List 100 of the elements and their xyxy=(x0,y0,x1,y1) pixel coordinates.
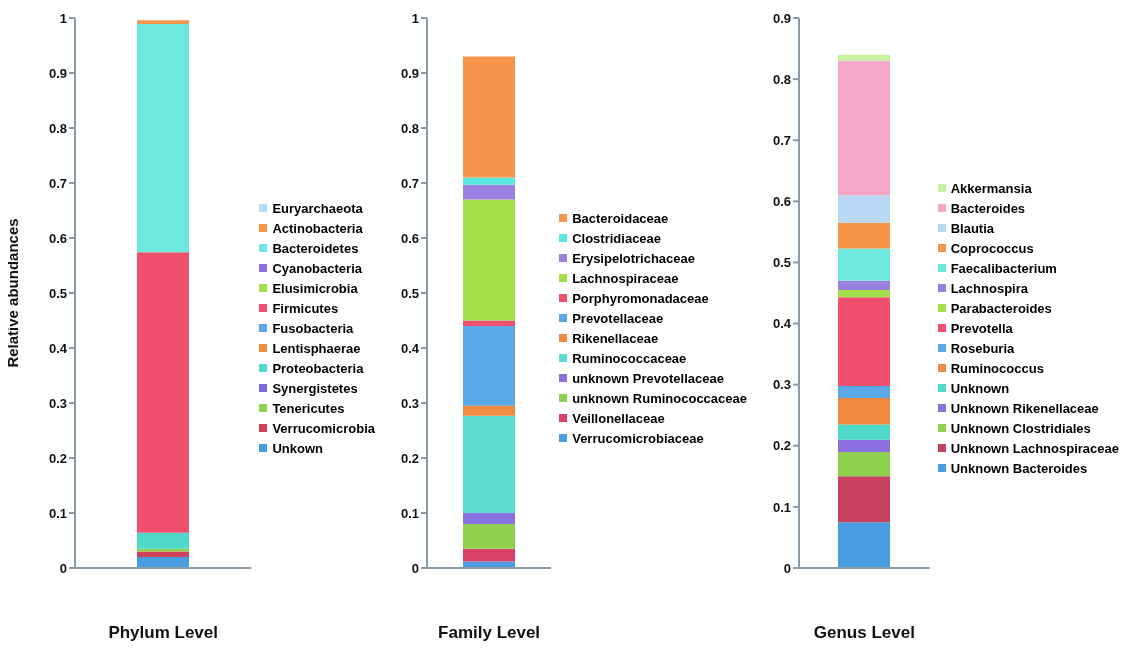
y-tick-label: 0.7 xyxy=(772,132,791,148)
bar xyxy=(463,184,515,200)
bar xyxy=(137,252,189,533)
bar xyxy=(463,405,515,416)
legend-label: unknown Ruminococcaceae xyxy=(572,390,747,406)
legend-label: Parabacteroides xyxy=(950,300,1052,316)
legend-label: Unknown xyxy=(950,380,1010,396)
bar xyxy=(137,532,189,549)
bar xyxy=(838,439,890,452)
y-tick-label: 0.2 xyxy=(48,450,67,466)
y-tick-label: 0.4 xyxy=(48,340,68,356)
y-tick-label: 0.8 xyxy=(400,120,419,136)
bar xyxy=(838,398,890,425)
legend-label: Elusimicrobia xyxy=(272,280,358,296)
legend-label: Akkermansia xyxy=(950,180,1032,196)
y-tick-label: 0.8 xyxy=(772,71,791,87)
y-tick-label: 0.6 xyxy=(400,230,419,246)
legend-label: Firmicutes xyxy=(272,300,339,316)
bar xyxy=(838,297,890,386)
legend-label: Verrucomicrobia xyxy=(272,420,375,436)
y-tick-label: 0.3 xyxy=(400,395,419,411)
legend-label: Prevotella xyxy=(950,320,1013,336)
y-tick-label: 0.7 xyxy=(400,175,419,191)
legend-label: Synergistetes xyxy=(272,380,358,396)
legend-label: Veillonellaceae xyxy=(572,410,665,426)
legend-label: Lentisphaerae xyxy=(272,340,361,356)
bar xyxy=(463,177,515,185)
legend-label: Blautia xyxy=(950,220,995,236)
legend-label: Actinobacteria xyxy=(272,220,363,236)
legend-label: Faecalibacterium xyxy=(950,260,1057,276)
legend-label: Proteobacteria xyxy=(272,360,364,376)
y-tick-label: 0.1 xyxy=(48,505,67,521)
y-tick-label: 0.1 xyxy=(772,499,791,515)
legend-label: Tenericutes xyxy=(272,400,345,416)
bar xyxy=(838,248,890,281)
legend-label: Unknown Lachnospiraceae xyxy=(950,440,1119,456)
bar xyxy=(838,60,890,196)
bar xyxy=(463,513,515,524)
y-tick-label: 0.5 xyxy=(48,285,67,301)
x-axis-title: Phylum Level xyxy=(108,623,218,642)
bar xyxy=(838,195,890,223)
bar xyxy=(838,289,890,298)
legend-label: Lachnospiraceae xyxy=(572,270,679,286)
y-tick-label: 0.5 xyxy=(400,285,419,301)
legend-label: Prevotellaceae xyxy=(572,310,664,326)
bar xyxy=(463,56,515,178)
y-tick-label: 0.3 xyxy=(48,395,67,411)
y-tick-label: 0 xyxy=(59,560,67,576)
legend-label: Lachnospira xyxy=(950,280,1028,296)
bar xyxy=(838,280,890,290)
y-tick-label: 1 xyxy=(59,10,67,26)
y-tick-label: 0.2 xyxy=(400,450,419,466)
bar xyxy=(137,548,189,552)
bar xyxy=(838,385,890,399)
y-tick-label: 0.6 xyxy=(48,230,67,246)
legend-label: Fusobacteria xyxy=(272,320,354,336)
legend-label: Euryarchaeota xyxy=(272,200,363,216)
y-tick-label: 0.2 xyxy=(772,438,791,454)
bar xyxy=(838,522,890,568)
bar xyxy=(838,476,890,523)
y-tick-label: 0.5 xyxy=(772,255,791,271)
legend-label: Ruminococcaceae xyxy=(572,350,687,366)
bar xyxy=(463,199,515,321)
y-tick-label: 0.9 xyxy=(400,65,419,81)
legend-label: Unknown Clostridiales xyxy=(950,420,1091,436)
legend-label: Coprococcus xyxy=(950,240,1034,256)
y-tick-label: 0.9 xyxy=(48,65,67,81)
bar xyxy=(463,326,515,406)
bar xyxy=(137,24,189,253)
y-tick-label: 1 xyxy=(411,10,419,26)
bar xyxy=(838,222,890,249)
legend-label: Porphyromonadaceae xyxy=(572,290,709,306)
bar xyxy=(137,551,189,557)
bar xyxy=(463,561,515,568)
legend-label: Ruminococcus xyxy=(950,360,1044,376)
legend-label: Erysipelotrichaceae xyxy=(572,250,696,266)
legend-label: Cyanobacteria xyxy=(272,260,362,276)
y-tick-label: 0.6 xyxy=(772,193,791,209)
legend-label: Unknown Bacteroides xyxy=(950,460,1088,476)
bar xyxy=(463,320,515,326)
y-tick-label: 0.3 xyxy=(772,377,791,393)
y-tick-label: 0 xyxy=(411,560,419,576)
legend-label: Clostridiaceae xyxy=(572,230,662,246)
legend-label: Unkown xyxy=(272,440,323,456)
bar xyxy=(838,424,890,440)
bar xyxy=(463,524,515,549)
x-axis-title: Family Level xyxy=(438,623,541,642)
bar xyxy=(463,548,515,562)
legend-label: Verrucomicrobiaceae xyxy=(572,430,704,446)
legend-label: Bacteroides xyxy=(950,200,1026,216)
legend-label: Bacteroidaceae xyxy=(572,210,669,226)
y-tick-label: 0.7 xyxy=(48,175,67,191)
legend-label: Unknown Rikenellaceae xyxy=(950,400,1099,416)
x-axis-title: Genus Level xyxy=(813,623,915,642)
bar xyxy=(463,415,515,513)
legend-label: Roseburia xyxy=(950,340,1015,356)
legend-label: unknown Prevotellaceae xyxy=(572,370,724,386)
bar xyxy=(137,557,189,568)
bar xyxy=(838,54,890,61)
y-tick-label: 0.4 xyxy=(772,316,792,332)
